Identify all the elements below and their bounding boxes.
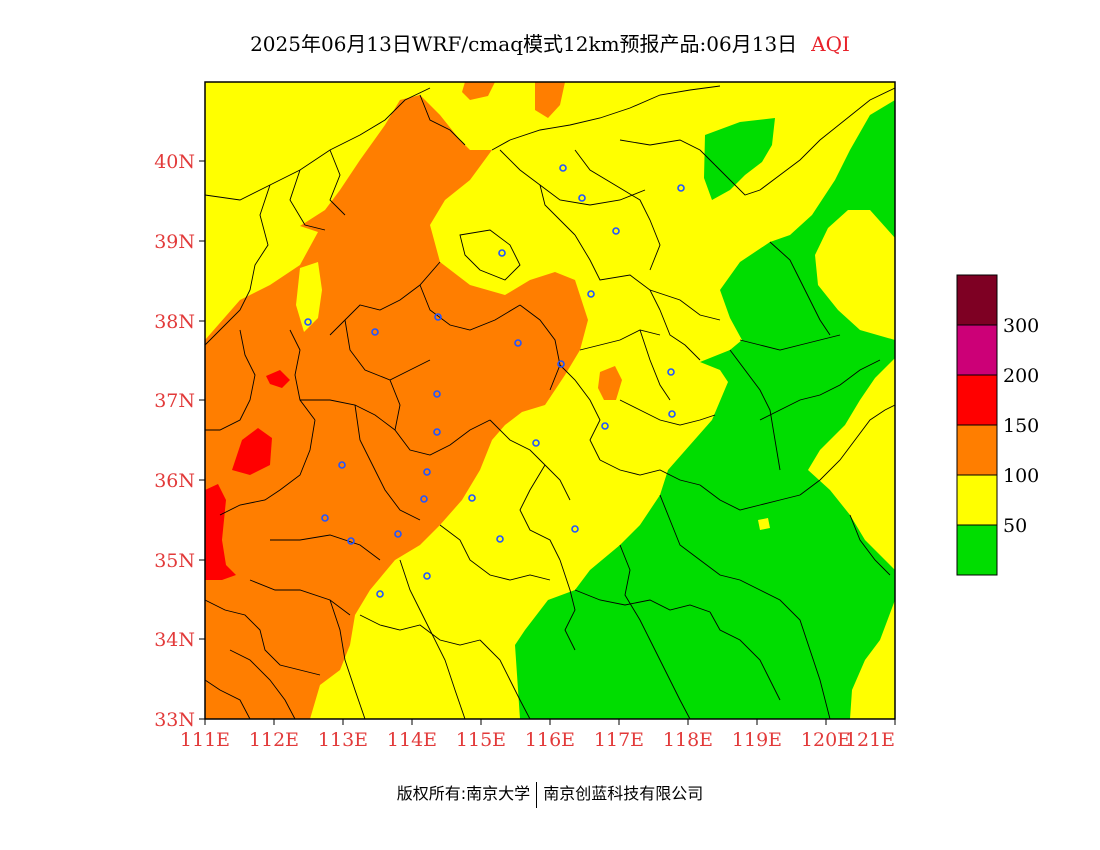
longitude-labels: 111E 112E 113E 114E 115E 116E 117E 118E … bbox=[180, 729, 895, 751]
aqi-region-red-2 bbox=[205, 484, 236, 580]
aqi-region-red-3 bbox=[266, 370, 290, 388]
lat-label: 35N bbox=[154, 550, 195, 572]
lat-label: 37N bbox=[154, 390, 195, 412]
city-marker bbox=[601, 422, 609, 430]
lon-label: 114E bbox=[387, 729, 437, 751]
colorbar-segment bbox=[956, 274, 998, 326]
aqi-field bbox=[205, 82, 895, 719]
city-marker bbox=[434, 313, 442, 321]
aqi-region-orange-top bbox=[462, 82, 495, 100]
city-markers bbox=[304, 164, 685, 598]
city-marker bbox=[578, 194, 586, 202]
city-marker bbox=[514, 339, 522, 347]
footer-left: 版权所有:南京大学 bbox=[396, 784, 531, 803]
colorbar: 50 100 150 200 300 bbox=[956, 274, 1039, 576]
city-marker bbox=[394, 530, 402, 538]
city-marker bbox=[496, 535, 504, 543]
lon-label: 118E bbox=[663, 729, 713, 751]
colorbar-segment bbox=[956, 374, 998, 426]
city-marker bbox=[423, 572, 431, 580]
lon-label: 113E bbox=[318, 729, 368, 751]
map-title: 2025年06月13日WRF/cmaq模式12km预报产品:06月13日 AQI bbox=[0, 28, 1100, 57]
lat-label: 40N bbox=[154, 151, 195, 173]
admin-boundaries bbox=[205, 85, 895, 719]
aqi-region-orange-west bbox=[205, 95, 588, 719]
lon-label: 119E bbox=[732, 729, 782, 751]
city-marker bbox=[571, 525, 579, 533]
city-marker bbox=[468, 494, 476, 502]
city-marker bbox=[321, 514, 329, 522]
city-marker bbox=[376, 590, 384, 598]
colorbar-label: 200 bbox=[1003, 365, 1039, 387]
aqi-region-yellow-coast bbox=[860, 430, 895, 475]
colorbar-label: 100 bbox=[1003, 465, 1039, 487]
lon-label: 112E bbox=[249, 729, 299, 751]
lon-label: 117E bbox=[594, 729, 644, 751]
city-marker bbox=[532, 439, 540, 447]
footer-right: 南京创蓝科技有限公司 bbox=[543, 784, 704, 803]
aqi-region-yellow-island bbox=[758, 518, 770, 530]
lat-label: 34N bbox=[154, 629, 195, 651]
aqi-region-orange-top2 bbox=[535, 82, 565, 118]
copyright-footer: 版权所有:南京大学 南京创蓝科技有限公司 bbox=[0, 780, 1100, 808]
city-marker bbox=[423, 468, 431, 476]
title-main: 2025年06月13日WRF/cmaq模式12km预报产品:06月13日 bbox=[250, 32, 798, 56]
city-marker bbox=[667, 368, 675, 376]
colorbar-label: 50 bbox=[1003, 515, 1027, 537]
city-marker bbox=[420, 495, 428, 503]
city-marker bbox=[559, 164, 567, 172]
city-marker bbox=[338, 461, 346, 469]
lon-label: 115E bbox=[456, 729, 506, 751]
city-marker bbox=[677, 184, 685, 192]
lat-label: 33N bbox=[154, 709, 195, 731]
colorbar-segment bbox=[956, 324, 998, 376]
aqi-region-green-east bbox=[515, 82, 895, 719]
lat-label: 39N bbox=[154, 231, 195, 253]
city-marker bbox=[304, 318, 312, 326]
city-marker bbox=[498, 249, 506, 257]
aqi-region-red-1 bbox=[232, 428, 272, 475]
city-marker bbox=[347, 537, 355, 545]
footer-separator bbox=[536, 781, 538, 808]
colorbar-label: 300 bbox=[1003, 315, 1039, 337]
lon-label: 116E bbox=[525, 729, 575, 751]
aqi-region-green-north bbox=[704, 118, 775, 200]
lon-label: 120E bbox=[801, 729, 851, 751]
aqi-region-orange-small bbox=[598, 366, 622, 400]
axis-ticks bbox=[199, 160, 896, 725]
lat-label: 36N bbox=[154, 470, 195, 492]
colorbar-segment bbox=[956, 474, 998, 526]
title-variable: AQI bbox=[811, 32, 850, 56]
lon-label: 111E bbox=[180, 729, 230, 751]
colorbar-segment bbox=[956, 424, 998, 476]
city-marker bbox=[433, 390, 441, 398]
city-marker bbox=[433, 428, 441, 436]
aqi-region-yellow-hole bbox=[296, 262, 322, 332]
city-marker bbox=[668, 410, 676, 418]
latitude-labels: 33N 34N 35N 36N 37N 38N 39N 40N bbox=[154, 151, 195, 731]
lat-label: 38N bbox=[154, 311, 195, 333]
city-marker bbox=[587, 290, 595, 298]
colorbar-segment bbox=[956, 524, 998, 576]
city-marker bbox=[371, 328, 379, 336]
colorbar-label: 150 bbox=[1003, 415, 1039, 437]
city-marker bbox=[612, 227, 620, 235]
lon-label: 121E bbox=[845, 729, 895, 751]
city-marker bbox=[557, 360, 565, 368]
